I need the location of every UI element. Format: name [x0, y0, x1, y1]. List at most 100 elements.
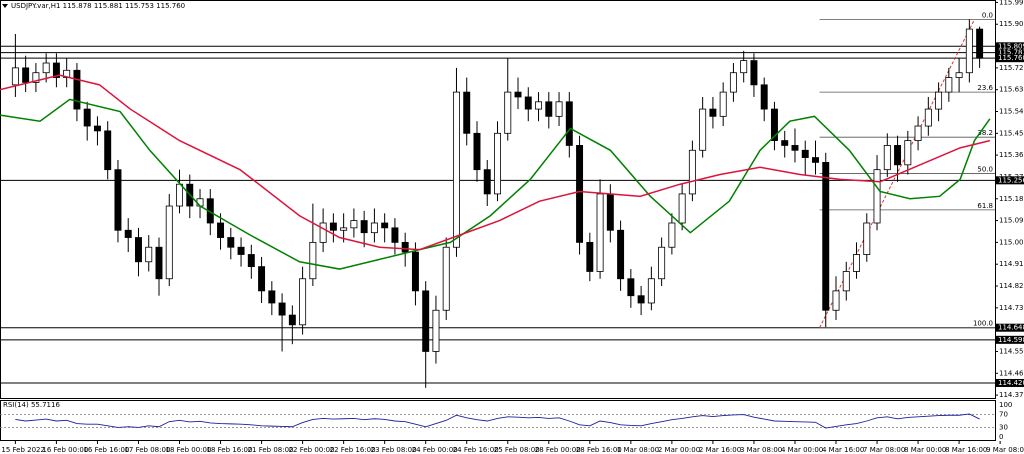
candle-body	[411, 251, 419, 292]
x-tick-label: 1 Mar 08:00	[617, 446, 659, 454]
price-level-label: 114.598	[998, 336, 1024, 344]
candle-body	[288, 314, 296, 326]
candle-body	[473, 132, 481, 171]
candle-body	[319, 222, 327, 243]
candle-body	[309, 241, 317, 280]
candle-body	[145, 246, 153, 263]
candle-body	[268, 290, 276, 304]
x-tick-label: 2 Mar 00:00	[658, 446, 700, 454]
rsi-tick-label: 30	[999, 423, 1008, 431]
x-tick-label: 4 Mar 00:00	[781, 446, 823, 454]
fib-level-label: 23.6	[977, 84, 993, 92]
x-tick-label: 7 Mar 08:00	[863, 446, 905, 454]
x-tick-label: 15 Feb 2022	[1, 446, 45, 454]
candle-body	[565, 101, 573, 146]
y-tick-label: 115.450	[999, 129, 1024, 137]
candle-body	[350, 220, 358, 229]
price-level-box	[996, 335, 1024, 344]
candle-body	[494, 132, 501, 195]
candle-body	[658, 246, 666, 280]
candle-body	[514, 91, 522, 98]
candle-body	[699, 108, 707, 151]
candle-body	[237, 246, 245, 255]
price-level-box	[996, 378, 1024, 387]
candle-body	[586, 241, 594, 272]
candle-body	[165, 205, 173, 280]
price-level-label: 114.648	[998, 324, 1024, 332]
x-tick-label: 21 Feb 08:00	[248, 446, 294, 454]
candle-body	[781, 140, 789, 146]
candle-body	[401, 241, 409, 253]
price-level-box	[996, 48, 1024, 57]
candle-body	[883, 145, 891, 171]
candle-body	[11, 67, 19, 86]
candle-body	[227, 237, 235, 248]
candle-body	[381, 222, 389, 229]
fib-level-label: 0.0	[982, 11, 993, 19]
menu-arrow[interactable]	[2, 4, 8, 8]
price-level-box	[996, 323, 1024, 332]
x-tick-label: 16 Feb 16:00	[83, 446, 129, 454]
candle-body	[832, 290, 840, 311]
candle-body	[770, 108, 778, 141]
candle-body	[729, 72, 737, 93]
candle-body	[842, 271, 850, 292]
moving-average	[0, 98, 991, 270]
candle-body	[955, 72, 963, 78]
candle-body	[299, 278, 307, 326]
candle-body	[976, 28, 984, 59]
candle-body	[801, 149, 809, 158]
candle-body	[329, 222, 337, 231]
candle-body	[155, 246, 163, 280]
y-tick-label: 115.000	[999, 238, 1024, 246]
x-tick-label: 18 Feb 00:00	[166, 446, 212, 454]
candle-body	[391, 227, 399, 243]
candle-body	[247, 254, 255, 268]
candle-body	[422, 290, 430, 352]
candle-body	[504, 91, 512, 134]
candle-body	[965, 28, 973, 74]
x-tick-label: 22 Feb 00:00	[289, 446, 335, 454]
y-tick-label: 114.730	[999, 304, 1024, 312]
x-tick-label: 24 Feb 16:00	[453, 446, 499, 454]
candle-body	[73, 69, 81, 110]
y-tick-label: 115.090	[999, 217, 1024, 225]
rsi-tick-label: 0	[999, 433, 1003, 441]
candle-body	[678, 193, 686, 224]
rsi-title: RSI(14) 55.7116	[3, 401, 60, 409]
candle-body	[894, 145, 902, 166]
candle-body	[22, 67, 30, 83]
candle-body	[709, 108, 717, 117]
candle-body	[535, 101, 543, 110]
y-tick-label: 115.180	[999, 195, 1024, 203]
candle-body	[463, 91, 471, 134]
candle-body	[935, 91, 943, 110]
candle-body	[52, 62, 60, 78]
candle-body	[576, 145, 584, 243]
x-tick-label: 2 Mar 16:00	[699, 446, 741, 454]
x-tick-label: 4 Mar 16:00	[822, 446, 864, 454]
candle-body	[791, 145, 799, 151]
candle-body	[760, 84, 768, 110]
y-tick-label: 114.460	[999, 369, 1024, 377]
candle-body	[668, 222, 676, 248]
candle-body	[637, 295, 645, 304]
candle-body	[740, 60, 748, 74]
candle-body	[135, 237, 142, 263]
candle-body	[483, 169, 491, 195]
x-tick-label: 25 Feb 08:00	[494, 446, 540, 454]
candle-body	[555, 101, 563, 117]
y-tick-label: 114.370	[999, 391, 1024, 399]
price-level-box	[996, 54, 1024, 63]
price-level-label: 115.256	[998, 176, 1024, 184]
candle-body	[258, 266, 266, 292]
candle-body	[176, 183, 183, 207]
candle-body	[42, 62, 50, 74]
y-tick-label: 114.550	[999, 347, 1024, 355]
candle-body	[617, 229, 625, 280]
candle-body	[750, 60, 758, 86]
x-tick-label: 28 Feb 16:00	[576, 446, 622, 454]
candle-body	[945, 77, 953, 93]
x-tick-label: 9 Mar 08:00	[986, 446, 1024, 454]
y-tick-label: 115.990	[999, 0, 1024, 6]
